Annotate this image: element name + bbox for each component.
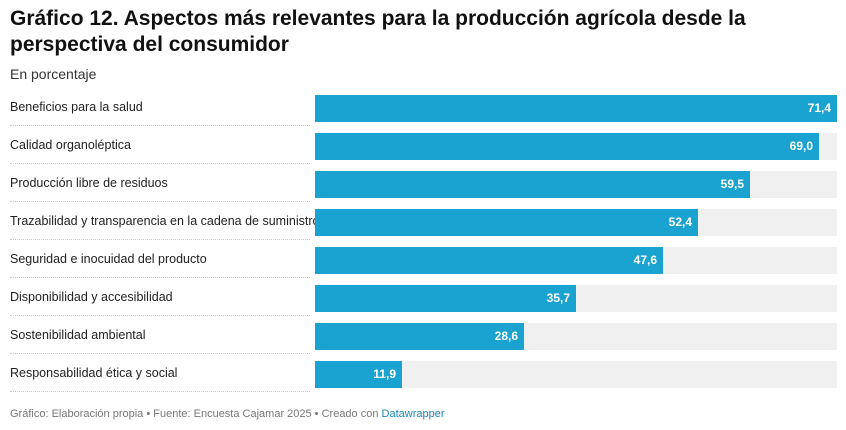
bar-track: 28,6 — [315, 323, 837, 350]
value-label: 47,6 — [633, 253, 657, 267]
row-separator — [10, 277, 310, 278]
bar-track: 11,9 — [315, 361, 837, 388]
value-label: 52,4 — [668, 215, 692, 229]
bar-track: 35,7 — [315, 285, 837, 312]
category-label: Producción libre de residuos — [10, 176, 168, 190]
value-label: 11,9 — [373, 367, 396, 381]
bar — [315, 209, 698, 236]
row-separator — [10, 163, 310, 164]
bar-track: 52,4 — [315, 209, 837, 236]
value-label: 35,7 — [546, 291, 570, 305]
bar — [315, 247, 663, 274]
bar — [315, 95, 837, 122]
category-label: Calidad organoléptica — [10, 138, 131, 152]
footer-credits: Gráfico: Elaboración propia • Fuente: En… — [10, 408, 382, 420]
bar — [315, 361, 402, 388]
category-label: Responsabilidad ética y social — [10, 366, 178, 380]
bar-row: Producción libre de residuos 59,5 — [10, 168, 838, 206]
bar-row: Seguridad e inocuidad del producto 47,6 — [10, 244, 838, 282]
row-separator — [10, 353, 310, 354]
category-label: Trazabilidad y transparencia en la caden… — [10, 214, 320, 228]
bar-track: 71,4 — [315, 95, 837, 122]
bar-chart: Beneficios para la salud 71,4 Calidad orga… — [0, 92, 846, 392]
datawrapper-link[interactable]: Datawrapper — [381, 408, 445, 420]
value-label: 59,5 — [720, 177, 744, 191]
category-label: Disponibilidad y accesibilidad — [10, 290, 173, 304]
row-separator — [10, 201, 310, 202]
chart-title: Gráfico 12. Aspectos más relevantes para… — [10, 7, 746, 56]
value-label: 28,6 — [494, 329, 518, 343]
bar — [315, 171, 750, 198]
value-label: 69,0 — [789, 139, 813, 153]
category-label: Beneficios para la salud — [10, 100, 143, 114]
bar-row: Sostenibilidad ambiental 28,6 — [10, 320, 838, 358]
bar-row: Trazabilidad y transparencia en la caden… — [10, 206, 838, 244]
row-separator — [10, 391, 310, 392]
bar-row: Responsabilidad ética y social 11,9 — [10, 358, 838, 396]
value-label: 71,4 — [807, 101, 831, 115]
row-separator — [10, 239, 310, 240]
chart-footer: Gráfico: Elaboración propia • Fuente: En… — [10, 408, 445, 420]
bar-track: 69,0 — [315, 133, 837, 160]
bar-row: Beneficios para la salud 71,4 — [10, 92, 838, 130]
chart-subtitle: En porcentaje — [10, 66, 97, 82]
bar — [315, 285, 576, 312]
category-label: Sostenibilidad ambiental — [10, 328, 146, 342]
bar — [315, 133, 819, 160]
bar — [315, 323, 524, 350]
bar-row: Disponibilidad y accesibilidad 35,7 — [10, 282, 838, 320]
bar-track: 59,5 — [315, 171, 837, 198]
category-label: Seguridad e inocuidad del producto — [10, 252, 207, 266]
row-separator — [10, 125, 310, 126]
bar-track: 47,6 — [315, 247, 837, 274]
row-separator — [10, 315, 310, 316]
bar-row: Calidad organoléptica 69,0 — [10, 130, 838, 168]
